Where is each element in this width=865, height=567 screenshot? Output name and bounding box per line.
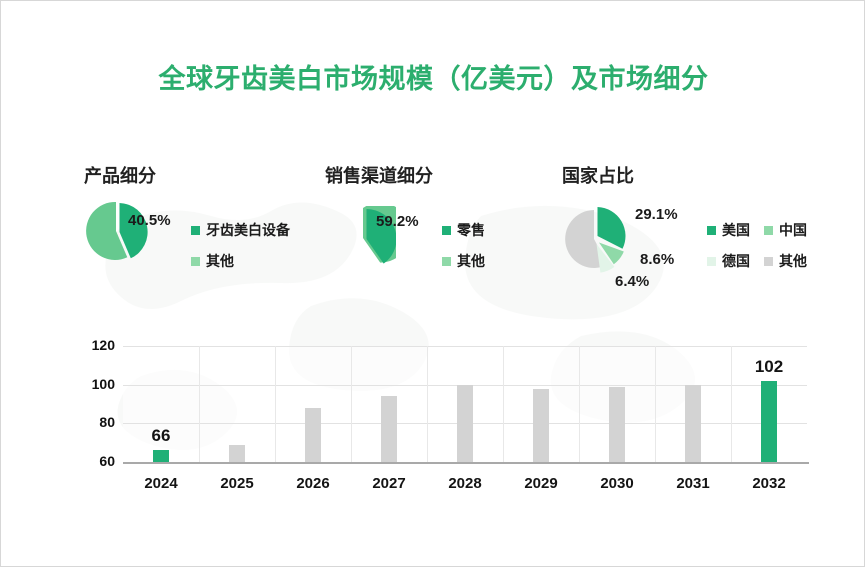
legend-item-germany[interactable]: 德国 — [707, 251, 750, 271]
bar-2032[interactable] — [761, 380, 777, 462]
pie-value-label-device: 40.5% — [128, 212, 171, 229]
legend-swatch-icon — [764, 225, 773, 235]
legend-label: 其他 — [457, 253, 485, 269]
page-title: 全球牙齿美白市场规模（亿美元）及市场细分 — [158, 64, 709, 94]
gridline-vertical — [427, 346, 428, 462]
gridline-vertical — [275, 346, 276, 462]
bar-2029[interactable] — [533, 388, 549, 462]
pie-slice-other — [565, 210, 608, 268]
pie-title-country-share: 国家占比 — [562, 166, 634, 186]
y-axis-tick-label: 80 — [99, 414, 115, 431]
legend-swatch-icon — [191, 256, 200, 266]
pie-title-sales-channel: 销售渠道细分 — [325, 166, 433, 186]
market-size-bar-chart: 120 100 80 60 2024 2025 2026 2027 2028 2029 2030 2… — [61, 337, 821, 492]
legend-label: 美国 — [722, 222, 750, 238]
bar-chart-plot-area — [123, 346, 807, 462]
pie-slice-germany — [596, 244, 615, 273]
legend-item-device[interactable]: 牙齿美白设备 — [191, 220, 290, 240]
legend-item-other[interactable]: 其他 — [191, 251, 234, 271]
pie-chart-country-share — [558, 201, 634, 277]
legend-row: 其他 — [442, 251, 485, 271]
legend-label: 其他 — [206, 253, 234, 269]
legend-row: 牙齿美白设备 — [191, 220, 290, 240]
legend-item-retail[interactable]: 零售 — [442, 220, 485, 240]
y-axis-tick-label: 60 — [99, 453, 115, 469]
bar-2027[interactable] — [381, 396, 397, 462]
x-axis-tick-label-2024: 2024 — [144, 475, 178, 492]
legend-row: 美国 中国 — [707, 220, 807, 240]
pie-slice-usa — [597, 207, 626, 249]
x-axis-tick-label-2026: 2026 — [296, 475, 330, 492]
x-axis-tick-label-2029: 2029 — [524, 475, 558, 492]
pie-slice-device — [119, 203, 148, 259]
pie-slice-other — [86, 201, 128, 260]
legend-swatch-icon — [442, 256, 451, 266]
legend-item-usa[interactable]: 美国 — [707, 220, 750, 240]
pie-slice-retail — [366, 208, 397, 264]
legend-swatch-icon — [764, 256, 773, 266]
x-axis-tick-label-2030: 2030 — [600, 475, 634, 492]
bar-2028[interactable] — [457, 384, 473, 462]
gridline-vertical — [579, 346, 580, 462]
x-axis-tick-label-2031: 2031 — [676, 475, 710, 492]
legend-item-other[interactable]: 其他 — [764, 251, 807, 271]
legend-row: 其他 — [191, 251, 290, 271]
bar-2024[interactable] — [153, 450, 169, 462]
bar-2026[interactable] — [305, 407, 321, 462]
legend-label: 中国 — [779, 222, 807, 238]
pie-legend-sales-channel: 零售 其他 — [442, 220, 485, 271]
bar-chart-axis-line — [123, 462, 809, 464]
gridline-vertical — [351, 346, 352, 462]
pie-value-label-retail: 59.2% — [376, 213, 419, 230]
y-axis-tick-label: 100 — [91, 375, 115, 392]
x-axis-tick-label-2032: 2032 — [752, 475, 786, 492]
x-axis-tick-label-2028: 2028 — [448, 475, 482, 492]
pie-legend-product-segment: 牙齿美白设备 其他 — [191, 220, 290, 271]
bar-2025[interactable] — [229, 444, 245, 462]
bar-value-label-2024: 66 — [151, 426, 171, 446]
pie-slice-china — [599, 242, 624, 265]
pie-legend-country-share: 美国 中国 德国 其他 — [707, 220, 807, 271]
gridline-vertical — [199, 346, 200, 462]
legend-item-other[interactable]: 其他 — [442, 251, 485, 271]
y-axis-tick-label: 120 — [91, 337, 115, 353]
gridline-horizontal — [123, 346, 807, 347]
x-axis-tick-label-2027: 2027 — [372, 475, 406, 492]
legend-item-china[interactable]: 中国 — [764, 220, 807, 240]
legend-label: 其他 — [779, 253, 807, 269]
bar-2030[interactable] — [609, 386, 625, 462]
pie-value-label-usa: 29.1% — [635, 206, 678, 223]
pie-value-label-germany: 6.4% — [615, 273, 650, 290]
gridline-vertical — [655, 346, 656, 462]
x-axis-tick-label-2025: 2025 — [220, 475, 254, 492]
legend-swatch-icon — [191, 225, 200, 235]
bar-value-label-2032: 102 — [754, 356, 784, 376]
legend-row: 德国 其他 — [707, 251, 807, 271]
legend-swatch-icon — [707, 225, 716, 235]
pie-title-product-segment: 产品细分 — [84, 166, 156, 186]
bar-2031[interactable] — [685, 384, 701, 462]
legend-label: 牙齿美白设备 — [206, 222, 290, 238]
legend-swatch-icon — [442, 225, 451, 235]
gridline-vertical — [731, 346, 732, 462]
gridline-vertical — [503, 346, 504, 462]
pie-chart-product-segment — [86, 200, 148, 262]
pie-value-label-china: 8.6% — [640, 251, 675, 268]
legend-swatch-icon — [707, 256, 716, 266]
legend-label: 零售 — [457, 222, 485, 238]
legend-label: 德国 — [722, 253, 750, 269]
legend-row: 零售 — [442, 220, 485, 240]
